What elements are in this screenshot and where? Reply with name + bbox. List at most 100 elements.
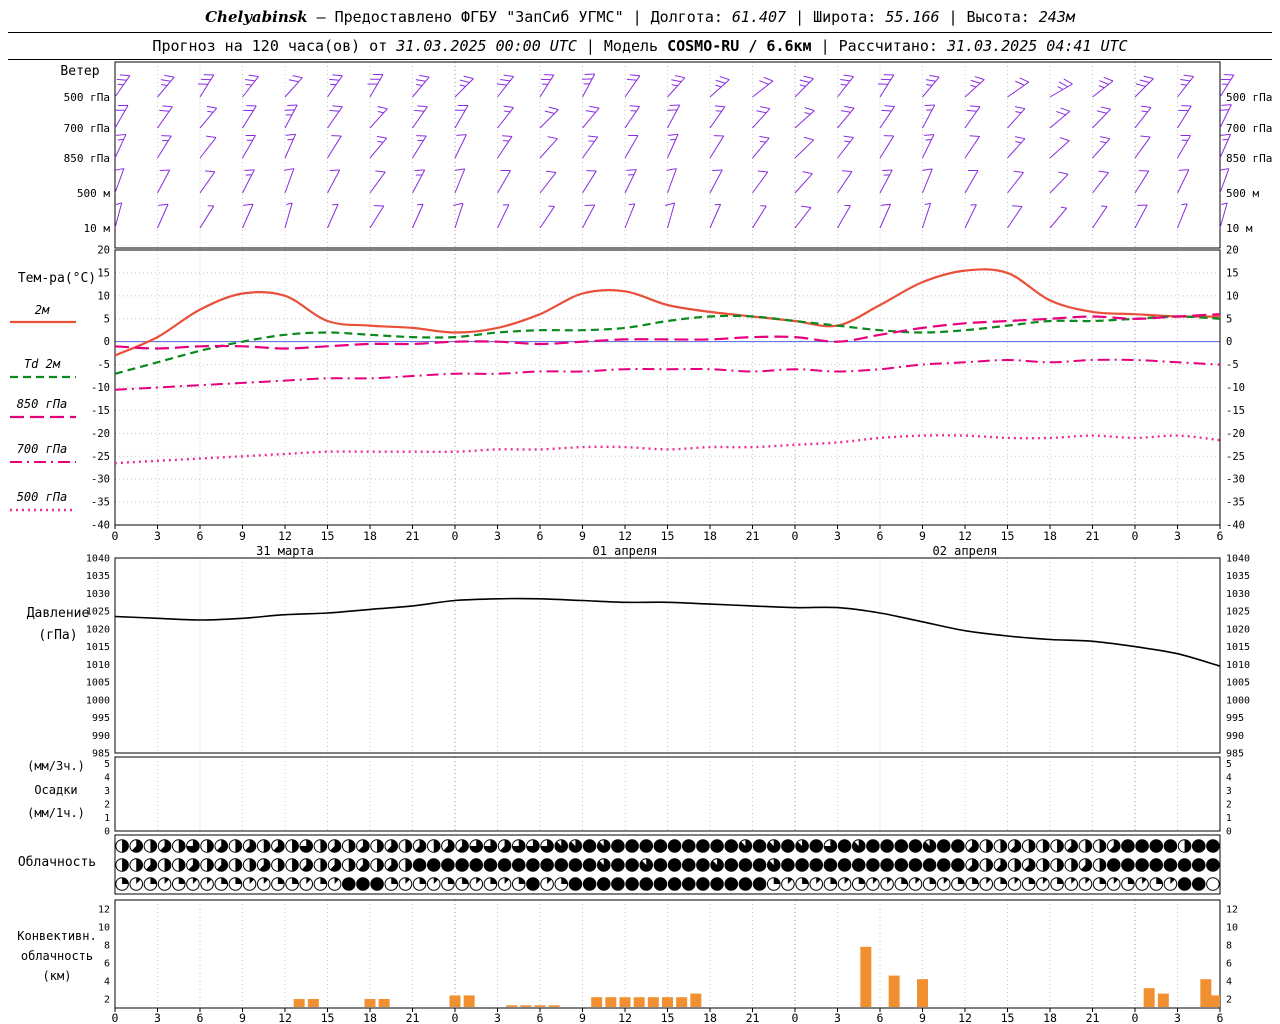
svg-text:3: 3 (494, 529, 501, 543)
svg-text:1015: 1015 (86, 642, 110, 653)
svg-text:0: 0 (104, 827, 110, 838)
svg-text:0: 0 (452, 529, 459, 543)
svg-text:6: 6 (877, 529, 884, 543)
separator: | (632, 8, 642, 26)
svg-text:-35: -35 (1226, 497, 1245, 509)
svg-text:1: 1 (1226, 813, 1232, 824)
svg-text:9: 9 (239, 1011, 246, 1024)
svg-text:8: 8 (1226, 941, 1232, 952)
svg-text:500 гПа: 500 гПа (64, 91, 110, 104)
svg-text:21: 21 (1086, 1011, 1100, 1024)
svg-text:3: 3 (834, 1011, 841, 1024)
svg-text:0: 0 (1132, 529, 1139, 543)
legend-item-700hpa: 700 гПа (16, 442, 68, 456)
svg-text:15: 15 (661, 1011, 675, 1024)
svg-text:15: 15 (97, 267, 110, 279)
svg-text:0: 0 (112, 1011, 119, 1024)
convective-label-line3: (км) (42, 969, 72, 983)
svg-text:3: 3 (1174, 1011, 1181, 1024)
svg-text:9: 9 (579, 529, 586, 543)
svg-text:10: 10 (98, 923, 110, 934)
svg-text:-10: -10 (1226, 382, 1245, 394)
svg-text:2: 2 (1226, 800, 1232, 811)
svg-text:18: 18 (1043, 1011, 1057, 1024)
svg-text:0: 0 (1132, 1011, 1139, 1024)
svg-text:0: 0 (1226, 827, 1232, 838)
svg-text:-30: -30 (91, 474, 110, 486)
svg-text:1000: 1000 (1226, 695, 1250, 706)
svg-text:-30: -30 (1226, 474, 1245, 486)
svg-text:850 гПа: 850 гПа (64, 152, 110, 165)
svg-text:1015: 1015 (1226, 642, 1250, 653)
svg-text:995: 995 (1226, 713, 1244, 724)
svg-text:15: 15 (1001, 529, 1015, 543)
svg-text:15: 15 (1001, 1011, 1015, 1024)
svg-text:15: 15 (661, 529, 675, 543)
svg-text:18: 18 (703, 1011, 717, 1024)
svg-text:3: 3 (104, 786, 110, 797)
svg-text:12: 12 (98, 905, 110, 916)
svg-text:01 апреля: 01 апреля (592, 544, 657, 558)
temp-series-850-гПа (114, 313, 1221, 350)
svg-text:1025: 1025 (86, 607, 110, 618)
svg-text:12: 12 (618, 529, 632, 543)
svg-text:1040: 1040 (1226, 554, 1250, 565)
svg-text:18: 18 (363, 529, 377, 543)
svg-text:20: 20 (97, 245, 110, 257)
pressure-label-line1: Давление (26, 606, 90, 621)
svg-text:700 гПа: 700 гПа (64, 122, 110, 135)
wind-panel: 500 гПа 500 гПа 700 гПа 700 гПа 850 гПа 850 г… (64, 61, 1272, 249)
latitude-label: Широта: (813, 8, 877, 26)
svg-text:5: 5 (104, 313, 110, 325)
svg-text:1035: 1035 (86, 571, 110, 582)
svg-text:4: 4 (1226, 773, 1232, 784)
svg-text:6: 6 (877, 1011, 884, 1024)
svg-text:10 м: 10 м (1226, 222, 1253, 235)
svg-text:3: 3 (1174, 529, 1181, 543)
svg-text:31 марта: 31 марта (256, 544, 314, 558)
longitude-label: Долгота: (650, 8, 723, 26)
svg-text:1030: 1030 (1226, 589, 1250, 600)
svg-text:-25: -25 (1226, 451, 1245, 463)
svg-text:990: 990 (92, 731, 110, 742)
svg-text:-25: -25 (91, 451, 110, 463)
svg-text:0: 0 (792, 529, 799, 543)
convective-label-line1: Конвективн. (17, 929, 97, 943)
svg-text:2: 2 (104, 800, 110, 811)
svg-text:3: 3 (834, 529, 841, 543)
svg-text:21: 21 (746, 529, 760, 543)
svg-text:20: 20 (1226, 245, 1239, 257)
svg-text:12: 12 (958, 1011, 972, 1024)
legend-item-500hpa: 500 гПа (16, 490, 68, 504)
svg-text:-40: -40 (1226, 520, 1245, 532)
svg-text:-40: -40 (91, 520, 110, 532)
svg-text:12: 12 (618, 1011, 632, 1024)
svg-text:500 м: 500 м (1226, 187, 1259, 200)
svg-text:10 м: 10 м (84, 222, 111, 235)
cloudiness-panel-label: Облачность (17, 855, 97, 870)
svg-text:995: 995 (92, 713, 110, 724)
svg-text:1010: 1010 (86, 660, 110, 671)
svg-text:21: 21 (746, 1011, 760, 1024)
svg-text:6: 6 (104, 959, 110, 970)
svg-text:0: 0 (452, 1011, 459, 1024)
svg-text:18: 18 (363, 1011, 377, 1024)
svg-text:0: 0 (104, 336, 110, 348)
svg-text:3: 3 (154, 1011, 161, 1024)
calculated-label: Рассчитано: (838, 37, 938, 55)
svg-text:9: 9 (579, 1011, 586, 1024)
svg-text:4: 4 (104, 977, 110, 988)
svg-text:10: 10 (97, 290, 110, 302)
svg-text:1025: 1025 (1226, 607, 1250, 618)
calculated-time: 31.03.2025 04:41 UTC (946, 37, 1128, 55)
svg-text:5: 5 (1226, 759, 1232, 770)
svg-text:0: 0 (112, 529, 119, 543)
svg-text:-35: -35 (91, 497, 110, 509)
svg-text:12: 12 (278, 1011, 292, 1024)
svg-text:6: 6 (537, 1011, 544, 1024)
precip-label-line2: Осадки (34, 783, 78, 797)
svg-text:500 гПа: 500 гПа (1226, 91, 1272, 104)
legend-item-t2m: 2м (34, 303, 50, 317)
svg-text:1005: 1005 (86, 678, 110, 689)
